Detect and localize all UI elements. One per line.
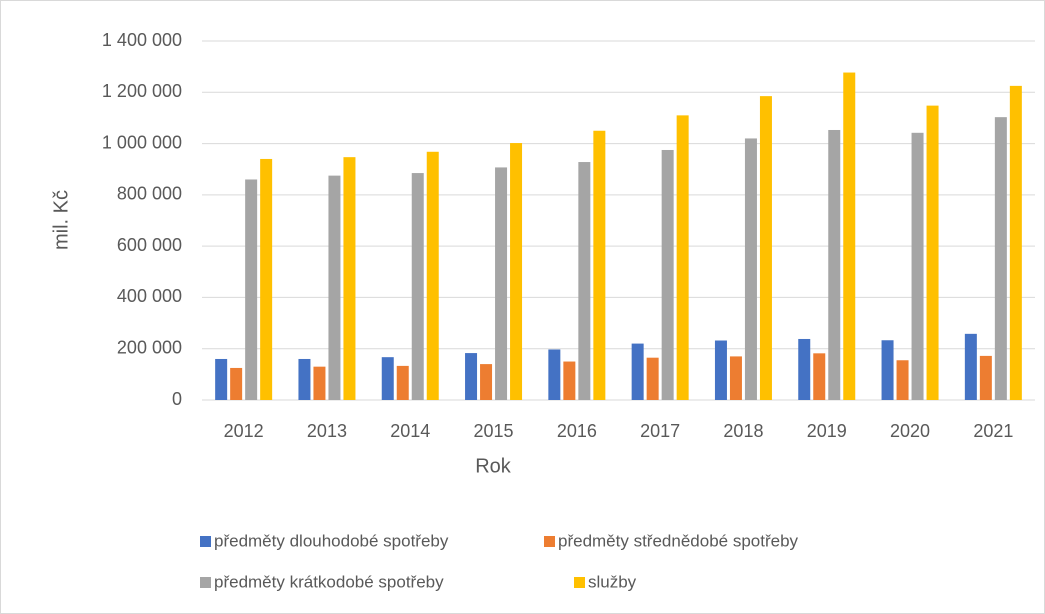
y-tick-label: 800 000 [117,184,182,204]
bar [661,149,674,400]
x-tick-label: 2017 [640,421,680,441]
legend-label: předměty střednědobé spotřeby [558,531,799,550]
bar [411,173,424,400]
y-axis-title: mil. Kč [50,190,72,250]
x-tick-label: 2020 [890,421,930,441]
legend-swatch [200,577,211,588]
x-tick-label: 2018 [723,421,763,441]
bar [381,357,394,400]
bar [215,358,228,400]
y-tick-label: 200 000 [117,337,182,357]
legend-label: předměty dlouhodobé spotřeby [214,531,449,550]
legend-label: služby [588,572,637,591]
bar [729,356,742,400]
x-tick-label: 2021 [973,421,1013,441]
legend-swatch [544,536,555,547]
legend-swatch [574,577,585,588]
x-tick-label: 2014 [390,421,430,441]
bar [926,105,939,401]
bar [548,349,561,400]
bar [828,129,841,400]
bar [480,364,493,400]
x-tick-label: 2012 [224,421,264,441]
bar [465,353,478,400]
bar [298,358,311,400]
bar [646,357,659,400]
legend-swatch [200,536,211,547]
bar [260,158,273,400]
bar [343,157,356,400]
x-axis-title: Rok [475,455,512,477]
bar [714,340,727,400]
bar [245,179,258,400]
y-tick-label: 400 000 [117,286,182,306]
bar [230,367,243,400]
bar [1009,85,1022,400]
bar [798,338,811,400]
bar [495,167,508,400]
bar [313,366,326,400]
y-tick-label: 0 [172,389,182,409]
bar [964,333,977,400]
bar [813,353,826,400]
bar [881,340,894,400]
bar [510,143,523,400]
x-tick-label: 2013 [307,421,347,441]
x-tick-label: 2019 [807,421,847,441]
bar [843,72,856,400]
bar [426,151,439,400]
bar [744,138,757,400]
bar [328,175,341,400]
bar [593,130,606,400]
y-tick-label: 1 200 000 [102,81,182,101]
y-tick-label: 1 000 000 [102,132,182,152]
y-tick-label: 600 000 [117,235,182,255]
bar [631,343,644,400]
bar [578,162,591,400]
bar [676,115,689,400]
y-tick-label: 1 400 000 [102,30,182,50]
bar [896,360,909,400]
bar [911,132,924,400]
bar [759,96,772,400]
x-tick-label: 2015 [474,421,514,441]
bar [994,117,1007,400]
bar [396,365,409,400]
x-tick-label: 2016 [557,421,597,441]
bar [979,355,992,400]
bar [563,361,576,400]
legend-label: předměty krátkodobé spotřeby [214,572,444,591]
